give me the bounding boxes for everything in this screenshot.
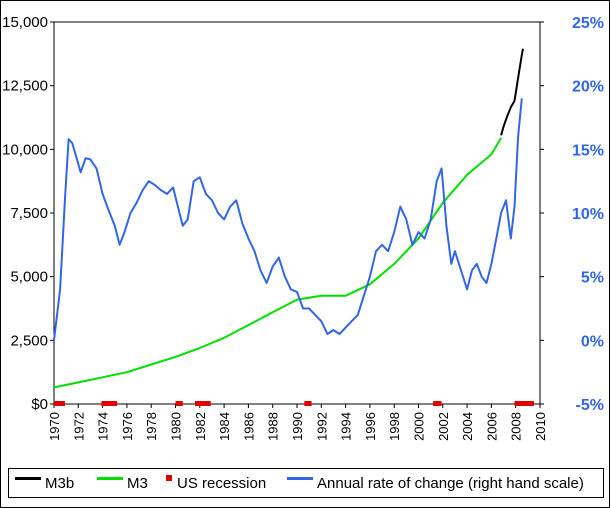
- recession-bar: [101, 401, 118, 406]
- m3b-series-line: [500, 48, 524, 136]
- legend: M3b M3 US recession Annual rate of chang…: [8, 468, 604, 498]
- recession-bar: [304, 401, 312, 406]
- x-tick-label: 2006: [484, 412, 499, 441]
- y-right-tick-label: 15%: [572, 142, 604, 159]
- legend-m3-label: M3: [127, 475, 148, 492]
- x-tick-label: 1984: [217, 412, 232, 441]
- x-tick-label: 1994: [339, 412, 354, 441]
- y-right-tick-label: 20%: [572, 79, 604, 96]
- m3-series-line: [53, 137, 502, 389]
- legend-m3b-label: M3b: [45, 475, 75, 492]
- x-tick-label: 2002: [436, 412, 451, 441]
- x-tick-label: 1986: [241, 412, 256, 441]
- x-tick-label: 2004: [460, 412, 475, 441]
- x-tick-label: 1974: [96, 412, 111, 441]
- x-tick-label: 1972: [71, 412, 86, 441]
- recession-bar: [175, 401, 183, 406]
- y-right-tick-label: 0%: [581, 333, 604, 350]
- y-left-tick-label: 10,000: [2, 141, 48, 158]
- x-tick-label: 1988: [266, 412, 281, 441]
- legend-m3b-swatch: [15, 477, 41, 480]
- legend-recession-label: US recession: [177, 475, 267, 492]
- x-tick-label: 1980: [169, 412, 184, 441]
- y-right-tick-label: 5%: [581, 270, 604, 287]
- rate-series-line: [53, 98, 523, 341]
- x-tick-label: 2010: [533, 412, 548, 441]
- x-tick-label: 1992: [314, 412, 329, 441]
- x-tick-label: 2000: [412, 412, 427, 441]
- y-left-tick-label: 7,500: [10, 205, 48, 222]
- recession-bar: [514, 401, 534, 406]
- x-tick-label: 2008: [509, 412, 524, 441]
- y-right-tick-label: 25%: [572, 15, 604, 32]
- x-tick-label: 1982: [193, 412, 208, 441]
- x-tick-label: 1976: [120, 412, 135, 441]
- y-left-tick-label: 12,500: [2, 78, 48, 95]
- y-left-tick-label: 2,500: [10, 332, 48, 349]
- legend-recession-swatch: [166, 475, 172, 481]
- x-tick-label: 1996: [363, 412, 378, 441]
- y-left-tick-label: $0: [31, 396, 48, 413]
- recession-bar: [54, 401, 65, 406]
- y-right-tick-label: 10%: [572, 206, 604, 223]
- legend-rate-label: Annual rate of change (right hand scale): [317, 475, 584, 492]
- y-left-tick-label: 15,000: [2, 14, 48, 31]
- legend-rate-swatch: [287, 477, 313, 480]
- x-tick-label: 1978: [144, 412, 159, 441]
- recession-bar: [194, 401, 211, 406]
- y-left-tick-label: 5,000: [10, 269, 48, 286]
- recession-bar: [433, 401, 442, 406]
- x-tick-label: 1998: [387, 412, 402, 441]
- legend-m3-swatch: [97, 477, 123, 480]
- x-tick-label: 1970: [47, 412, 62, 441]
- y-right-tick-label: -5%: [576, 397, 604, 414]
- x-tick-label: 1990: [290, 412, 305, 441]
